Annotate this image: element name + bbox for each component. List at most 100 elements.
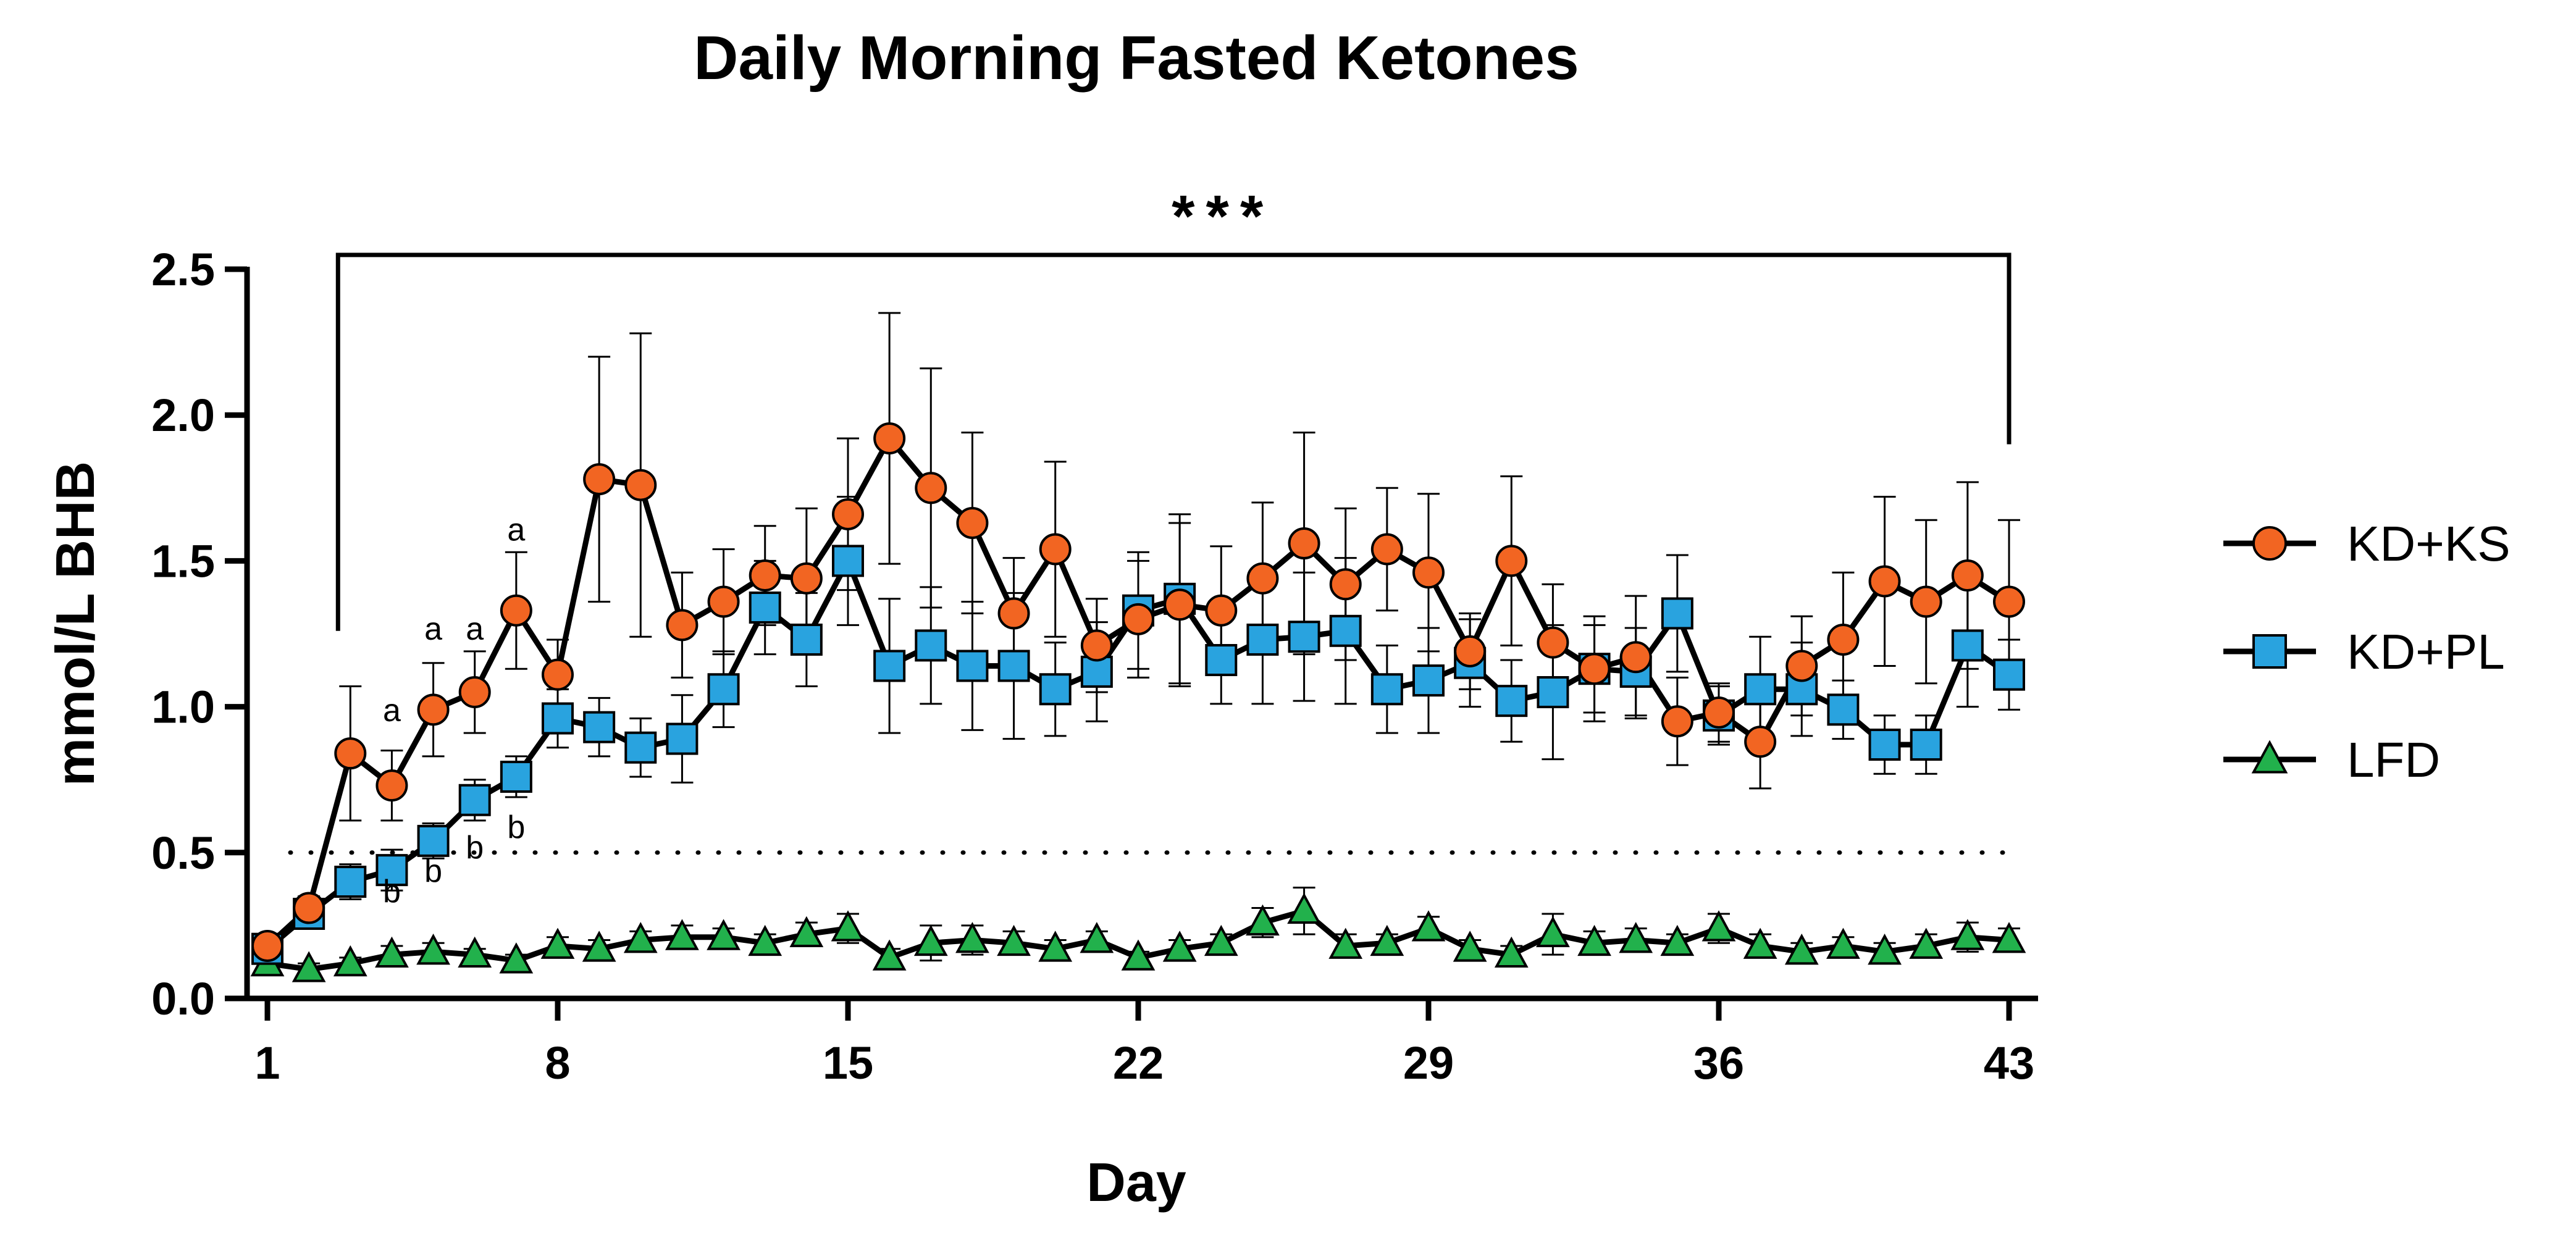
KD+KS-point [1578,653,1611,685]
KD+PL-point [1080,655,1113,688]
KD+KS-point [1744,726,1777,758]
KD+KS-point [1412,556,1445,589]
KD+KS-point [915,472,947,504]
KD+KS-point [997,597,1030,630]
KD+PL-point [873,650,906,682]
legend-label-LFD: LFD [2347,732,2440,787]
LFD-point [540,927,575,959]
KD+PL-point [1039,673,1072,706]
x-tick-label: 43 [1984,1037,2034,1089]
KD+PL-point [1288,621,1320,653]
KD+KS-point [956,506,989,539]
KD+KS-point [1205,594,1238,627]
KD+PL-point [1744,673,1777,706]
KD+PL-point [832,545,864,577]
LFD-point [1328,927,1363,959]
KD+KS-point [1039,533,1072,566]
KD+KS-point [1785,650,1818,682]
KD+PL-point [542,702,574,735]
LFD-point [1121,939,1156,971]
LFD-point [1619,922,1653,953]
KD+KS-point [1080,629,1113,662]
KD+KS-point [1827,623,1860,656]
legend-marker-LFD [2251,740,2288,774]
KD+KS-point [500,594,532,627]
KD+PL-point [1537,675,1569,708]
KD+PL-point [1205,644,1238,677]
x-tick-label: 8 [545,1037,570,1089]
legend-marker-KD+KS [2252,526,2287,561]
KD+PL-point [1910,729,1942,761]
KD+KS-point [1122,603,1154,635]
legend: KD+KS KD+PL LFD [2223,516,2511,787]
error-bars [256,312,2020,976]
LFD-point [789,916,824,947]
KD+PL-point [997,650,1030,682]
KD+KS-point [1495,545,1528,577]
KD+PL-point [624,731,657,764]
LFD-point [1038,931,1073,962]
KD+PL-point [458,784,491,816]
LFD-point [1204,924,1238,956]
LFD-point [333,945,367,977]
KD+KS-point [624,469,657,501]
KD+KS-point [1619,641,1652,674]
KD+KS-point [1246,562,1279,595]
KD+KS-point [1288,527,1320,560]
LFD-point [1950,919,1985,950]
KD+KS-point [583,463,616,496]
KD+KS-point [1703,696,1735,729]
KD+KS-point [1537,626,1569,659]
KD+KS-point [1910,585,1942,618]
y-tick-label: 2.0 [151,390,215,441]
KD+PL-point [417,824,450,857]
LFD-point [1660,924,1695,956]
LFD-point [872,939,907,971]
KD+PL-point [1412,664,1445,697]
annotation-a: a [424,611,442,647]
LFD-point [1536,916,1570,947]
LFD-point [375,936,409,968]
x-tick-label: 36 [1693,1037,1744,1089]
LFD-point [665,919,699,950]
KD+PL-point [334,866,367,898]
KD+PL-point [500,760,532,793]
LFD-point [1909,927,1944,959]
chart-title: Daily Morning Fasted Ketones [694,23,1579,93]
LFD-point [416,934,450,965]
KD+KS-point [293,892,325,924]
KD+PL-point [666,722,699,755]
LFD-point [707,919,740,950]
LFD-point [1494,936,1529,968]
LFD-point [1577,924,1611,956]
KD+PL-point [790,623,823,656]
LFD-point [1784,934,1819,965]
LFD-point [1868,934,1902,965]
x-tick-label: 29 [1403,1037,1454,1089]
LFD-point [582,931,616,962]
KD+KS-point [417,693,450,726]
significance-bracket: *** [335,183,2012,631]
KD+PL-point [956,650,989,682]
annotation-a: a [466,611,484,647]
LFD-point [1287,892,1321,924]
legend-label-KD+KS: KD+KS [2347,516,2511,571]
KD+KS-point [749,559,781,592]
KD+KS-point [1661,705,1693,738]
LFD-point [748,924,782,956]
KD+KS-point [1454,635,1487,667]
KD+PL-point [1661,597,1693,630]
KD+KS-point [1868,565,1901,598]
annotation-b: b [424,853,442,889]
KD+KS-point [873,422,906,454]
annotation-b: b [507,809,525,845]
LFD-point [1701,910,1736,942]
y-tick-label: 1.0 [151,682,215,733]
KD+PL-point [1993,658,2025,691]
LFD-point [955,922,989,953]
KD+PL-point [1246,623,1279,656]
LFD-point [623,922,658,953]
LFD-point [1411,910,1446,942]
LFD-point [1453,931,1487,962]
